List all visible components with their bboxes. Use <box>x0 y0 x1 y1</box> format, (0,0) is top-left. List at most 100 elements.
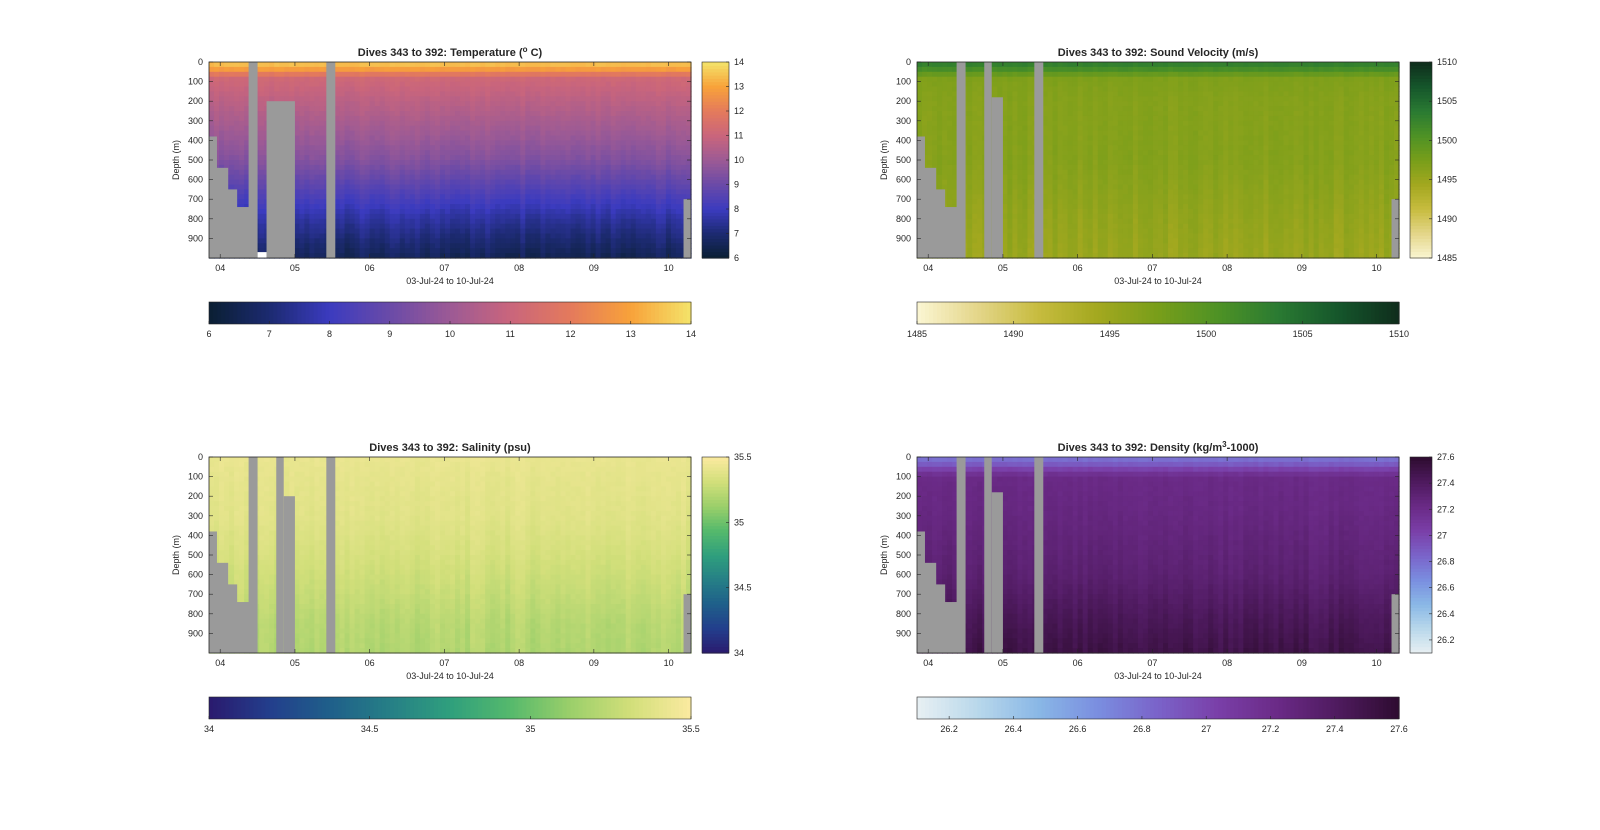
heatmap-cell <box>520 140 526 146</box>
heatmap-cell <box>239 66 245 73</box>
heatmap-cell <box>429 199 436 205</box>
heatmap-cell <box>319 184 326 190</box>
heatmap-cell <box>595 213 602 220</box>
heatmap-cell <box>259 150 265 156</box>
heatmap-cell <box>369 253 376 259</box>
heatmap-cell <box>625 199 632 205</box>
heatmap-cell <box>635 86 642 92</box>
heatmap-cell <box>429 184 436 190</box>
colorbar-segment <box>702 150 729 155</box>
heatmap-cell <box>937 76 943 83</box>
heatmap-cell <box>314 199 321 205</box>
heatmap-cell <box>349 218 356 225</box>
heatmap-cell <box>444 155 451 161</box>
heatmap-cell <box>434 238 441 244</box>
heatmap-cell <box>434 160 441 166</box>
heatmap-cell <box>485 125 491 132</box>
heatmap-cell <box>1007 184 1013 190</box>
heatmap-cell <box>917 125 923 132</box>
colorbar-segment <box>241 302 246 324</box>
heatmap-cell <box>530 66 536 73</box>
heatmap-cell <box>359 71 366 78</box>
heatmap-cell <box>480 209 486 215</box>
heatmap-cell <box>650 91 657 97</box>
heatmap-cell <box>927 111 933 117</box>
heatmap-cell <box>670 169 677 176</box>
heatmap-cell <box>675 111 682 117</box>
heatmap-cell <box>475 91 481 97</box>
colorbar-segment <box>450 302 455 324</box>
heatmap-cell <box>640 164 647 171</box>
heatmap-cell <box>605 150 612 156</box>
heatmap-cell <box>665 91 672 97</box>
heatmap-cell <box>429 125 436 132</box>
heatmap-cell <box>585 199 592 205</box>
heatmap-cell <box>349 204 356 210</box>
heatmap-cell <box>319 223 326 230</box>
heatmap-cell <box>334 62 341 68</box>
heatmap-cell <box>460 145 466 151</box>
heatmap-cell <box>545 199 552 205</box>
heatmap-cell <box>665 66 672 73</box>
heatmap-cell <box>660 194 667 200</box>
heatmap-cell <box>575 233 582 239</box>
heatmap-cell <box>560 169 567 176</box>
heatmap-cell <box>665 86 672 92</box>
heatmap-cell <box>219 155 225 161</box>
heatmap-cell <box>394 238 401 244</box>
heatmap-cell <box>605 169 612 176</box>
heatmap-cell <box>932 91 938 97</box>
heatmap-cell <box>550 120 557 127</box>
heatmap-cell <box>304 189 311 195</box>
heatmap-cell <box>404 228 411 235</box>
heatmap-cell <box>645 71 652 78</box>
heatmap-cell <box>259 160 265 166</box>
heatmap-cell <box>475 228 481 235</box>
heatmap-cell <box>369 189 376 195</box>
heatmap-cell <box>485 66 491 73</box>
heatmap-cell <box>580 209 587 215</box>
heatmap-cell <box>414 120 421 127</box>
heatmap-cell <box>615 135 622 141</box>
heatmap-cell <box>480 179 486 186</box>
plot-title: Dives 343 to 392: Temperature (o C) <box>358 45 543 59</box>
heatmap-cell <box>505 135 511 141</box>
heatmap-cell <box>339 209 346 215</box>
heatmap-cell <box>655 101 662 107</box>
heatmap-cell <box>645 66 652 73</box>
heatmap-cell <box>384 238 391 244</box>
heatmap-cell <box>334 223 341 230</box>
heatmap-cell <box>510 101 516 107</box>
heatmap-cell <box>434 130 441 137</box>
colorbar-segment <box>678 302 684 324</box>
heatmap-cell <box>349 135 356 141</box>
heatmap-cell <box>304 111 311 117</box>
heatmap-cell <box>374 174 381 181</box>
heatmap-cell <box>354 169 361 176</box>
colorbar-segment <box>225 302 230 324</box>
heatmap-cell <box>490 66 496 73</box>
heatmap-cell <box>480 76 486 83</box>
colorbar-tick-label: 8 <box>327 329 332 339</box>
heatmap-cell <box>605 62 612 68</box>
heatmap-cell <box>952 115 958 122</box>
colorbar-segment <box>702 218 729 223</box>
heatmap-cell <box>620 86 627 92</box>
heatmap-cell <box>384 233 391 239</box>
heatmap-cell <box>344 184 351 190</box>
heatmap-cell <box>625 218 632 225</box>
heatmap-cell <box>610 194 617 200</box>
heatmap-cell <box>615 130 622 137</box>
heatmap-cell <box>1017 140 1024 146</box>
heatmap-cell <box>259 135 265 141</box>
heatmap-cell <box>450 179 456 186</box>
heatmap-cell <box>580 189 587 195</box>
heatmap-cell <box>1007 135 1013 141</box>
heatmap-cell <box>480 96 486 102</box>
heatmap-cell <box>364 179 371 186</box>
heatmap-cell <box>675 243 682 249</box>
heatmap-cell <box>309 71 316 78</box>
x-tick-label: 04 <box>215 263 225 273</box>
heatmap-cell <box>294 140 300 146</box>
heatmap-cell <box>314 169 321 176</box>
